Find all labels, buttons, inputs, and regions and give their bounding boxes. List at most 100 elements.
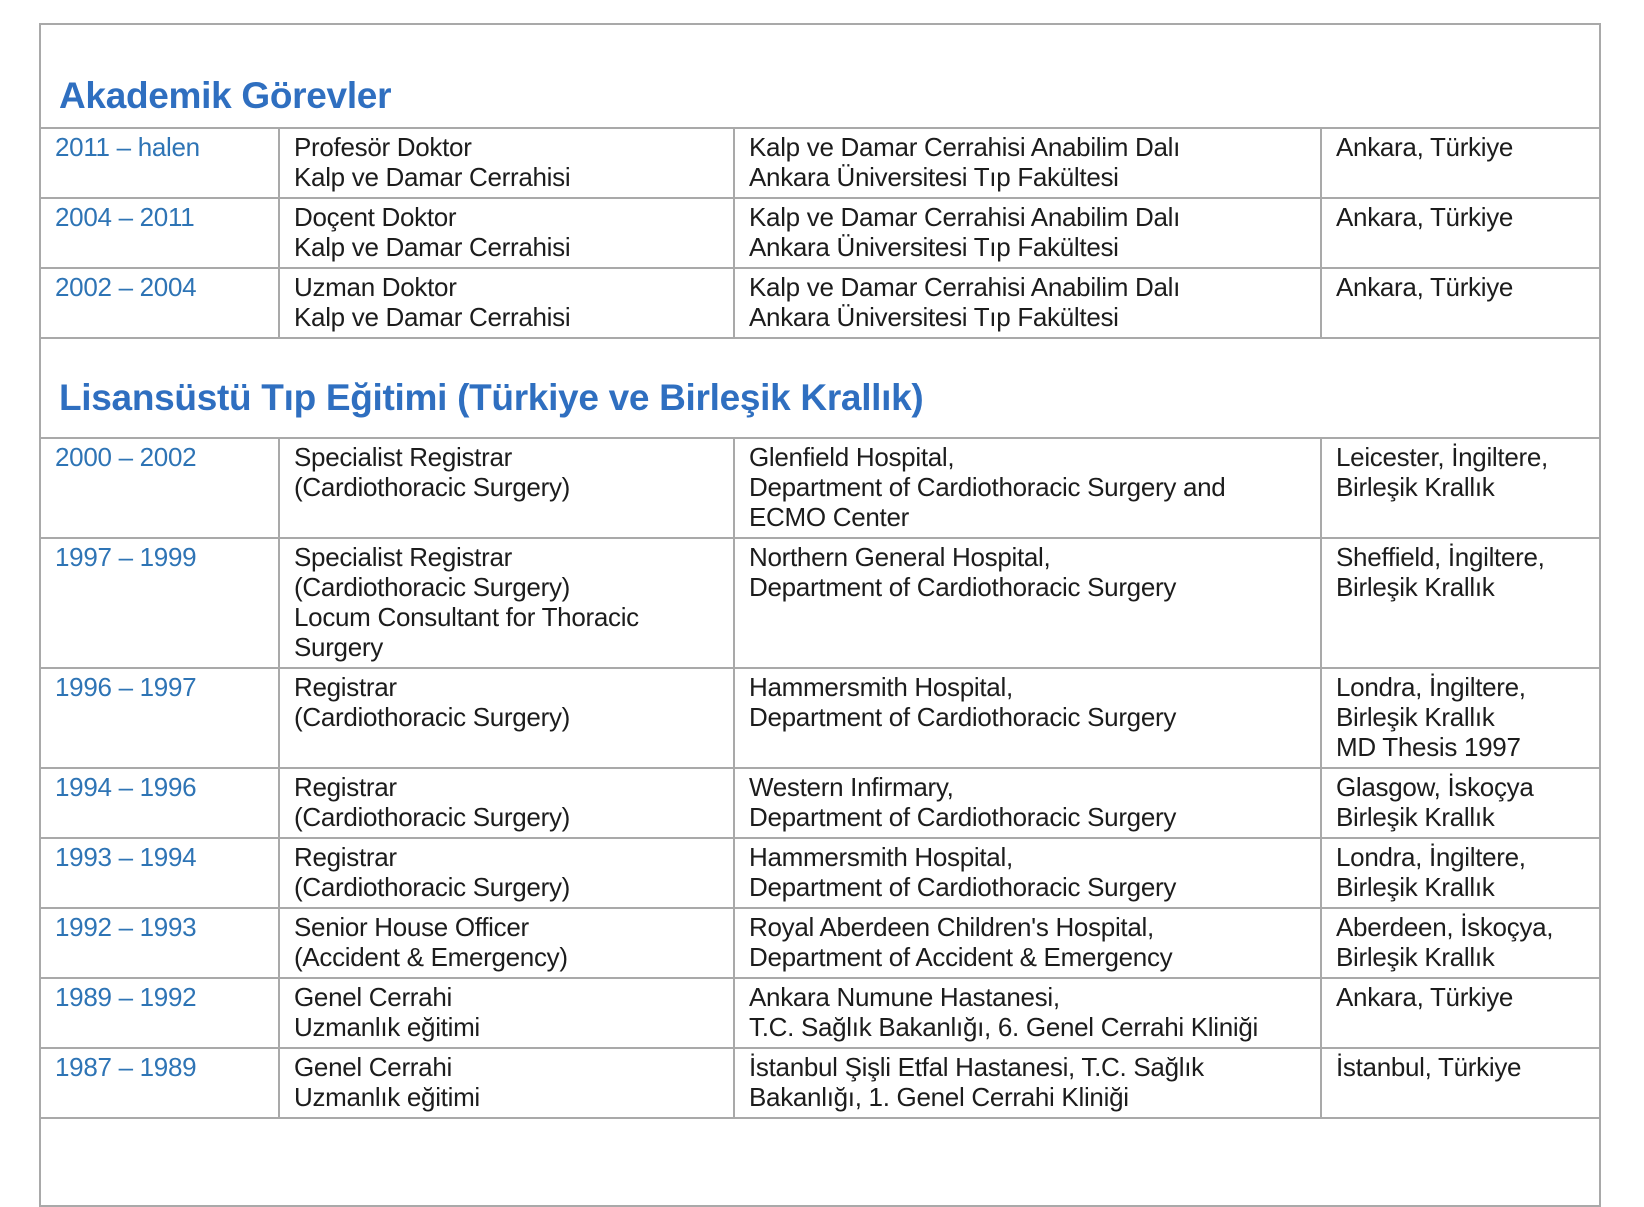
institution-cell: Kalp ve Damar Cerrahisi Anabilim Dalı Ank… [733, 267, 1322, 339]
text-line: Kalp ve Damar Cerrahisi Anabilim Dalı [749, 202, 1181, 232]
text-line: Birleşik Krallık [1336, 942, 1495, 972]
period-cell: 1987 – 1989 [41, 1047, 280, 1119]
text-line: Department of Cardiothoracic Surgery and [749, 472, 1226, 502]
text-line: 2000 – 2002 [55, 442, 197, 472]
text-line: (Accident & Emergency) [294, 942, 568, 972]
text-line: Glasgow, İskoçya [1336, 772, 1534, 802]
text-line: Kalp ve Damar Cerrahisi Anabilim Dalı [749, 272, 1181, 302]
institution-cell: Royal Aberdeen Children's Hospital, Depar… [733, 907, 1322, 979]
text-line: 1996 – 1997 [55, 672, 197, 702]
text-line: 1992 – 1993 [55, 912, 197, 942]
text-line: Uzmanlık eğitimi [294, 1082, 480, 1112]
text-line: Doçent Doktor [294, 202, 457, 232]
text-line: Ankara, Türkiye [1336, 202, 1514, 232]
document-page: Akademik Görevler 2011 – halen Profesör … [39, 23, 1601, 1207]
text-line: Londra, İngiltere, [1336, 842, 1526, 872]
text-line: Ankara Üniversitesi Tıp Fakültesi [749, 232, 1119, 262]
period-cell: 1992 – 1993 [41, 907, 280, 979]
table-row: 1987 – 1989 Genel Cerrahi Uzmanlık eğitim… [41, 1047, 1599, 1119]
text-line: Royal Aberdeen Children's Hospital, [749, 912, 1154, 942]
position-cell: Specialist Registrar (Cardiothoracic Surg… [278, 537, 735, 669]
text-line: Hammersmith Hospital, [749, 842, 1013, 872]
text-line: İstanbul, Türkiye [1336, 1052, 1522, 1082]
lisansustu-tip-egitimi-table: 2000 – 2002 Specialist Registrar (Cardiot… [41, 437, 1599, 1119]
institution-cell: Hammersmith Hospital, Department of Cardi… [733, 837, 1322, 909]
period-cell: 1997 – 1999 [41, 537, 280, 669]
text-line: İstanbul Şişli Etfal Hastanesi, T.C. Sağ… [749, 1052, 1204, 1082]
location-cell: Glasgow, İskoçya Birleşik Krallık [1320, 767, 1599, 839]
text-line: 1994 – 1996 [55, 772, 197, 802]
text-line: Sheffield, İngiltere, [1336, 542, 1545, 572]
text-line: Hammersmith Hospital, [749, 672, 1013, 702]
text-line: ECMO Center [749, 502, 909, 532]
text-line: Bakanlığı, 1. Genel Cerrahi Kliniği [749, 1082, 1129, 1112]
period-cell: 2000 – 2002 [41, 437, 280, 539]
text-line: Birleşik Krallık [1336, 872, 1495, 902]
text-line: MD Thesis 1997 [1336, 732, 1521, 762]
table-row: 1993 – 1994 Registrar (Cardiothoracic Sur… [41, 837, 1599, 909]
location-cell: Ankara, Türkiye [1320, 197, 1599, 269]
text-line: 1989 – 1992 [55, 982, 197, 1012]
text-line: 2011 – halen [55, 132, 200, 162]
location-cell: Londra, İngiltere, Birleşik Krallık MD The… [1320, 667, 1599, 769]
position-cell: Registrar (Cardiothoracic Surgery) [278, 767, 735, 839]
text-line: Genel Cerrahi [294, 1052, 452, 1082]
institution-cell: İstanbul Şişli Etfal Hastanesi, T.C. Sağ… [733, 1047, 1322, 1119]
text-line: 2004 – 2011 [55, 202, 195, 232]
table-row: 1989 – 1992 Genel Cerrahi Uzmanlık eğitim… [41, 977, 1599, 1049]
text-line: Ankara, Türkiye [1336, 132, 1514, 162]
institution-cell: Kalp ve Damar Cerrahisi Anabilim Dalı Ank… [733, 197, 1322, 269]
text-line: Northern General Hospital, [749, 542, 1051, 572]
text-line: Registrar [294, 772, 397, 802]
text-line: Birleşik Krallık [1336, 472, 1495, 502]
text-line: Birleşik Krallık [1336, 802, 1495, 832]
section-title-akademik-gorevler: Akademik Görevler [59, 75, 392, 116]
institution-cell: Hammersmith Hospital, Department of Cardi… [733, 667, 1322, 769]
text-line: Kalp ve Damar Cerrahisi [294, 302, 571, 332]
text-line: Specialist Registrar [294, 542, 512, 572]
text-line: (Cardiothoracic Surgery) [294, 802, 571, 832]
text-line: (Cardiothoracic Surgery) [294, 572, 571, 602]
period-cell: 1993 – 1994 [41, 837, 280, 909]
text-line: Kalp ve Damar Cerrahisi Anabilim Dalı [749, 132, 1181, 162]
location-cell: Aberdeen, İskoçya, Birleşik Krallık [1320, 907, 1599, 979]
text-line: Ankara Üniversitesi Tıp Fakültesi [749, 162, 1119, 192]
location-cell: İstanbul, Türkiye [1320, 1047, 1599, 1119]
institution-cell: Ankara Numune Hastanesi, T.C. Sağlık Baka… [733, 977, 1322, 1049]
institution-cell: Kalp ve Damar Cerrahisi Anabilim Dalı Ank… [733, 127, 1322, 199]
text-line: Department of Cardiothoracic Surgery [749, 572, 1177, 602]
table-row: 2011 – halen Profesör Doktor Kalp ve Dama… [41, 127, 1599, 199]
position-cell: Uzman Doktor Kalp ve Damar Cerrahisi [278, 267, 735, 339]
text-line: 1993 – 1994 [55, 842, 197, 872]
lisansustu-tip-egitimi-table-body: 2000 – 2002 Specialist Registrar (Cardiot… [41, 437, 1599, 1119]
text-line: Kalp ve Damar Cerrahisi [294, 232, 571, 262]
period-cell: 2011 – halen [41, 127, 280, 199]
text-line: Specialist Registrar [294, 442, 512, 472]
text-line: Locum Consultant for Thoracic [294, 602, 639, 632]
text-line: Aberdeen, İskoçya, [1336, 912, 1554, 942]
position-cell: Doçent Doktor Kalp ve Damar Cerrahisi [278, 197, 735, 269]
period-cell: 2004 – 2011 [41, 197, 280, 269]
text-line: Leicester, İngiltere, [1336, 442, 1548, 472]
institution-cell: Glenfield Hospital, Department of Cardiot… [733, 437, 1322, 539]
text-line: Uzman Doktor [294, 272, 457, 302]
text-line: Surgery [294, 632, 383, 662]
location-cell: Ankara, Türkiye [1320, 267, 1599, 339]
akademik-gorevler-table-body: 2011 – halen Profesör Doktor Kalp ve Dama… [41, 127, 1599, 339]
position-cell: Profesör Doktor Kalp ve Damar Cerrahisi [278, 127, 735, 199]
akademik-gorevler-table: 2011 – halen Profesör Doktor Kalp ve Dama… [41, 127, 1599, 339]
position-cell: Specialist Registrar (Cardiothoracic Surg… [278, 437, 735, 539]
text-line: Uzmanlık eğitimi [294, 1012, 480, 1042]
table-row: 1994 – 1996 Registrar (Cardiothoracic Sur… [41, 767, 1599, 839]
text-line: Birleşik Krallık [1336, 702, 1495, 732]
institution-cell: Northern General Hospital, Department of … [733, 537, 1322, 669]
table-row: 1996 – 1997 Registrar (Cardiothoracic Sur… [41, 667, 1599, 769]
text-line: Genel Cerrahi [294, 982, 452, 1012]
location-cell: Ankara, Türkiye [1320, 977, 1599, 1049]
text-line: Registrar [294, 672, 397, 702]
position-cell: Genel Cerrahi Uzmanlık eğitimi [278, 977, 735, 1049]
text-line: Glenfield Hospital, [749, 442, 955, 472]
text-line: Londra, İngiltere, [1336, 672, 1526, 702]
position-cell: Senior House Officer (Accident & Emergenc… [278, 907, 735, 979]
table-row: 2000 – 2002 Specialist Registrar (Cardiot… [41, 437, 1599, 539]
